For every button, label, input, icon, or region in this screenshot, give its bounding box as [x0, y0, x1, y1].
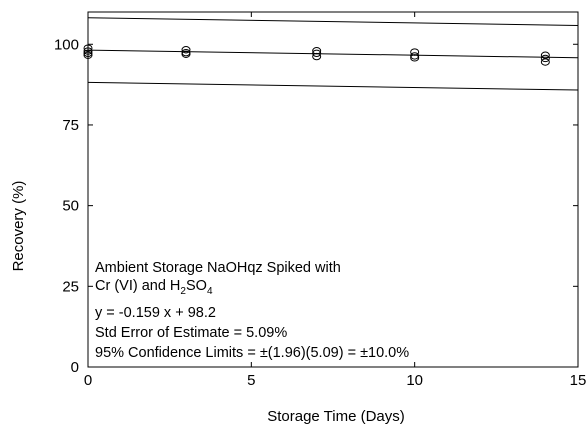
data-point	[83, 49, 93, 58]
plot-frame	[87, 11, 579, 368]
regression-line	[87, 49, 579, 59]
data-point	[540, 58, 550, 66]
x-axis-title: Storage Time (Days)	[267, 408, 405, 425]
data-point	[540, 54, 550, 63]
data-point	[83, 47, 93, 55]
y-tick-label: 50	[62, 198, 79, 215]
upper-confidence-line	[87, 17, 579, 27]
x-tick-label: 10	[406, 372, 423, 389]
data-point	[83, 51, 93, 59]
data-point	[312, 47, 322, 55]
x-tick-label: 5	[247, 372, 255, 389]
data-point	[312, 52, 322, 61]
data-point	[181, 46, 191, 54]
y-axis-title: Recovery (%)	[10, 181, 27, 272]
y-tick-label: 25	[62, 278, 79, 295]
lower-confidence-line	[87, 81, 579, 91]
annotation-box: Ambient Storage NaOHqz Spiked with Cr (V…	[95, 260, 409, 361]
data-points	[83, 44, 550, 66]
y-tick-label: 75	[62, 117, 79, 134]
data-point	[83, 44, 93, 52]
axis-ticks: 0 5 10 15 0 25 50 75 100	[54, 12, 586, 389]
annotation-line-3: y = -0.159 x + 98.2	[95, 305, 216, 321]
data-point	[410, 52, 420, 60]
data-point	[410, 48, 420, 56]
plot-area	[87, 11, 579, 368]
x-tick-label: 0	[84, 372, 92, 389]
fit-lines	[87, 17, 579, 91]
annotation-line-5: 95% Confidence Limits = ±(1.96)(5.09) = …	[95, 345, 409, 361]
annotation-line-1: Ambient Storage NaOHqz Spiked with	[95, 260, 341, 276]
annotation-line-4: Std Error of Estimate = 5.09%	[95, 325, 287, 341]
data-point	[410, 54, 420, 62]
data-point	[312, 49, 322, 58]
data-point	[181, 50, 191, 58]
annotation-line-2: Cr (VI) and H2SO4	[95, 278, 213, 297]
y-tick-label: 100	[54, 36, 79, 53]
x-tick-label: 15	[570, 372, 587, 389]
y-tick-label: 0	[71, 359, 79, 376]
